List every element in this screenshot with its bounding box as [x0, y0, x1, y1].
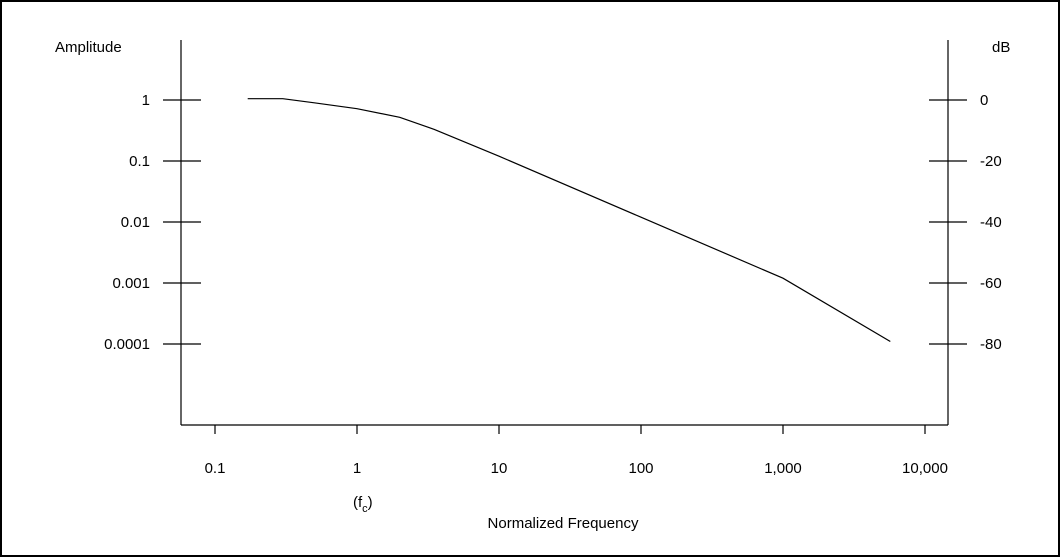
y-tick-label: 1 [142, 92, 150, 109]
y-tick-label: 0.0001 [104, 336, 150, 353]
y2-ticks: 0 -20 -40 -60 -80 [929, 92, 1002, 353]
x-tick-label: 100 [628, 460, 653, 477]
y2-tick-label: 0 [980, 92, 988, 109]
y2-axis-label: dB [992, 39, 1010, 56]
y-ticks: 1 0.1 0.01 0.001 0.0001 [104, 92, 201, 353]
y-tick-label: 0.1 [129, 153, 150, 170]
fc-open-paren: ( [353, 494, 358, 511]
fc-annotation: (fc) [353, 494, 373, 515]
fc-sub: c [362, 503, 368, 515]
amplitude-curve [247, 98, 891, 343]
x-tick-label: 10 [491, 460, 508, 477]
y2-tick-label: -20 [980, 153, 1002, 170]
x-tick-label: 0.1 [205, 460, 226, 477]
y2-tick-label: -80 [980, 336, 1002, 353]
y-tick-label: 0.001 [112, 275, 150, 292]
x-tick-label: 10,000 [902, 460, 948, 477]
y-tick-label: 0.01 [121, 214, 150, 231]
y2-tick-label: -40 [980, 214, 1002, 231]
fc-base: f [358, 494, 363, 511]
fc-close-paren: ) [368, 494, 373, 511]
x-ticks: 0.1 1 10 100 1,000 10,000 [205, 425, 948, 477]
y-axis-label: Amplitude [55, 39, 122, 56]
y2-tick-label: -60 [980, 275, 1002, 292]
x-tick-label: 1,000 [764, 460, 802, 477]
x-axis-label: Normalized Frequency [488, 515, 639, 532]
x-tick-label: 1 [353, 460, 361, 477]
